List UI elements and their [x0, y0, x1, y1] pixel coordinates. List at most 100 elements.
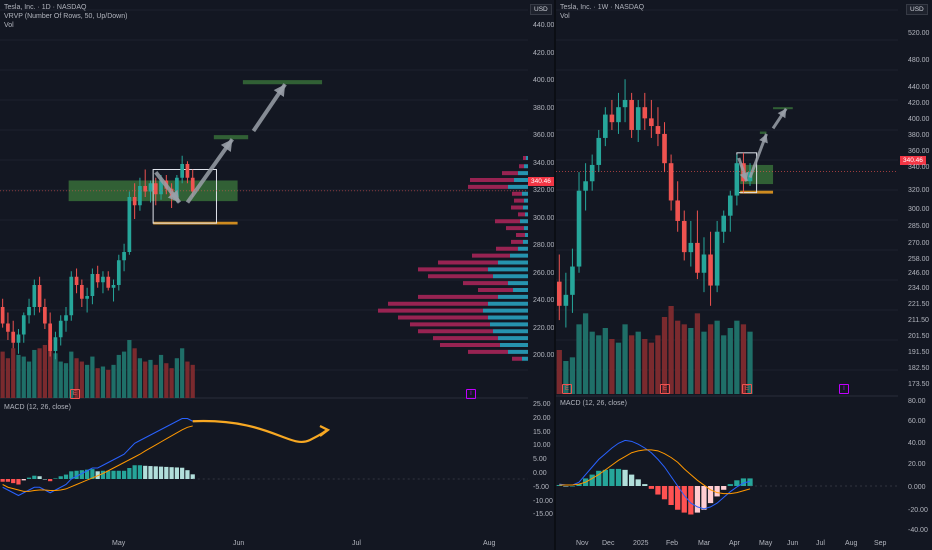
macd-histogram-bar	[727, 484, 733, 486]
right-chart-svg[interactable]	[556, 0, 898, 550]
volume-bar	[0, 351, 5, 398]
left-chart-svg[interactable]	[0, 0, 528, 550]
left-time-tick: Jul	[352, 540, 361, 547]
candle-body	[138, 186, 142, 206]
macd-histogram-bar	[569, 486, 576, 487]
candle-body	[106, 276, 111, 288]
macd-histogram-bar	[563, 486, 569, 487]
right-price-tick: 520.00	[908, 30, 930, 37]
candle-body	[101, 276, 105, 283]
macd-histogram-bar	[127, 468, 132, 479]
profile-down-bar	[496, 246, 518, 251]
volume-bar	[180, 348, 185, 398]
macd-histogram-bar	[589, 474, 595, 486]
right-price-tick: 173.50	[908, 381, 930, 388]
left-symbol-title: Tesla, Inc. · 1D · NASDAQ	[4, 4, 87, 11]
profile-down-bar	[519, 164, 524, 169]
macd-histogram-bar	[111, 470, 116, 479]
volume-bar	[132, 348, 137, 398]
macd-histogram-bar	[668, 486, 674, 505]
right-last-price-tag: 340.46	[900, 156, 926, 165]
volume-bar	[69, 351, 74, 398]
macd-histogram-bar	[158, 466, 164, 479]
macd-line	[559, 439, 751, 510]
macd-histogram-bar	[556, 485, 562, 486]
volume-bar	[582, 313, 589, 394]
macd-histogram-bar	[688, 486, 694, 515]
right-chart-pane[interactable]: Tesla, Inc. · 1W · NASDAQ Vol MACD (12, …	[556, 0, 898, 550]
candle-body	[616, 107, 621, 123]
candle-body	[79, 285, 84, 299]
candle-body	[675, 200, 680, 221]
profile-down-bar	[502, 171, 518, 176]
profile-down-bar	[511, 205, 523, 210]
candle-body	[6, 323, 10, 332]
volume-bar	[148, 359, 153, 398]
volume-bar	[609, 339, 615, 394]
profile-up-bar	[520, 219, 528, 224]
profile-up-bar	[523, 239, 528, 244]
right-earnings-marker-1[interactable]: E	[562, 384, 572, 394]
profile-down-bar	[418, 294, 498, 299]
profile-up-bar	[498, 336, 528, 341]
macd-histogram-bar	[721, 486, 727, 490]
left-earnings-marker[interactable]: E	[70, 389, 80, 399]
macd-histogram-bar	[5, 479, 11, 482]
candle-body	[570, 266, 575, 295]
right-price-tick: 80.00	[908, 398, 926, 405]
macd-histogram-bar	[16, 479, 21, 485]
candle-body	[48, 323, 53, 351]
selection-box	[152, 169, 217, 224]
profile-down-bar	[468, 349, 508, 354]
profile-down-bar	[410, 322, 490, 327]
candle-body	[37, 285, 42, 307]
profile-down-bar	[478, 288, 513, 292]
right-time-tick: Nov	[576, 540, 589, 547]
macd-histogram-bar	[701, 486, 707, 510]
macd-histogram-bar	[95, 471, 100, 479]
macd-line	[2, 418, 193, 497]
left-price-tick: 260.00	[533, 269, 555, 277]
profile-up-bar	[498, 294, 528, 299]
target-zone	[242, 80, 323, 85]
left-chart-pane[interactable]: Tesla, Inc. · 1D · NASDAQ VRVP (Number O…	[0, 0, 554, 550]
profile-down-bar	[468, 184, 508, 189]
left-macd-tick: -15.00	[533, 511, 553, 519]
right-time-tick: Jul	[816, 540, 825, 547]
right-price-tick: 380.00	[908, 132, 930, 139]
macd-histogram-bar	[622, 469, 628, 486]
right-price-tick: 400.00	[908, 116, 930, 123]
right-time-tick: May	[759, 540, 773, 547]
left-macd-tick: 25.00	[533, 401, 551, 408]
left-currency-button[interactable]: USD	[530, 4, 552, 15]
right-event-marker[interactable]: I	[839, 384, 849, 394]
candle-body	[0, 307, 5, 324]
right-currency-button[interactable]: USD	[906, 4, 928, 15]
pane-divider[interactable]	[554, 0, 556, 550]
candle-body	[668, 163, 674, 201]
macd-histogram-bar	[707, 486, 714, 504]
volume-bar	[185, 361, 190, 398]
signal-line	[2, 425, 193, 492]
macd-histogram-bar	[100, 470, 106, 479]
forecast-curve-head	[319, 425, 331, 437]
volume-bar	[116, 354, 121, 398]
right-vol-label: Vol	[560, 13, 570, 20]
right-earnings-marker-2[interactable]: E	[660, 384, 670, 394]
candle-body	[727, 195, 733, 216]
left-event-marker[interactable]: I	[466, 389, 476, 399]
right-price-tick: 246.00	[908, 270, 930, 277]
right-earnings-marker-3[interactable]: E	[742, 384, 752, 394]
left-price-tick: 440.00	[533, 22, 555, 29]
macd-histogram-bar	[740, 478, 747, 486]
volume-bar	[164, 363, 169, 398]
candle-body	[734, 163, 740, 196]
macd-histogram-bar	[655, 486, 661, 495]
candle-body	[27, 307, 31, 316]
macd-histogram-bar	[85, 469, 90, 479]
left-price-tick: 280.00	[533, 242, 555, 249]
profile-up-bar	[524, 164, 528, 169]
volume-bar	[589, 331, 595, 394]
candle-body	[681, 220, 687, 253]
right-price-tick: 320.00	[908, 187, 930, 194]
